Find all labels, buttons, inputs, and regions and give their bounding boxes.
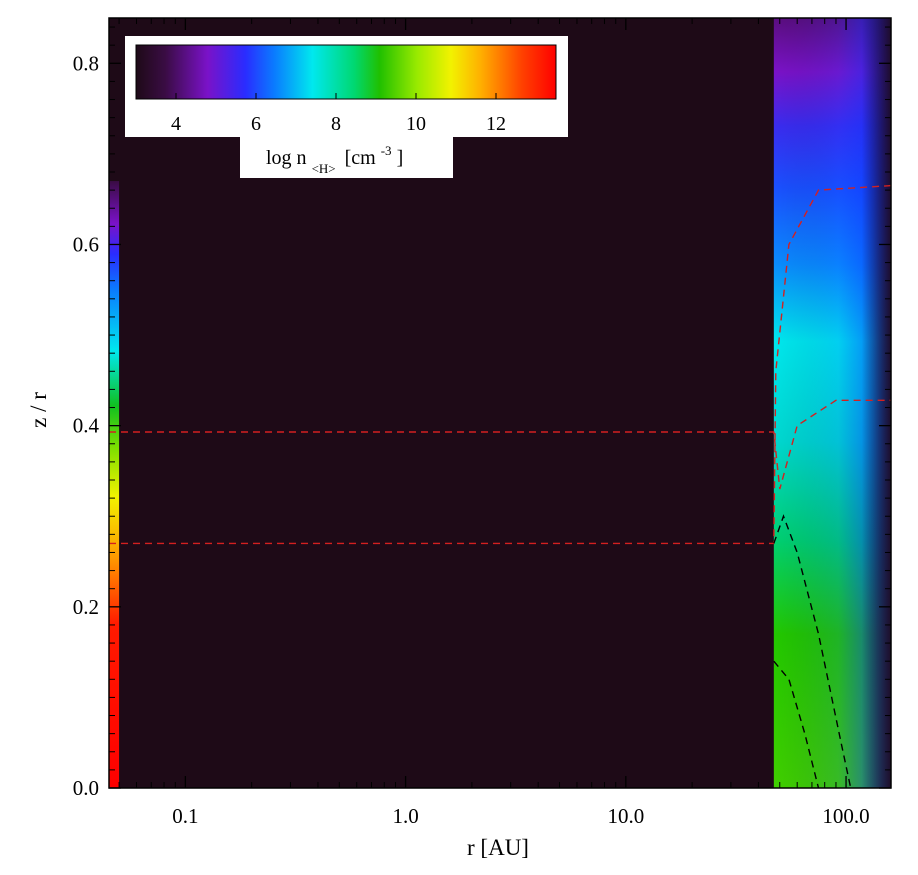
colorbar: 4 6 8 10 12 log n <H> [cm -3 ] bbox=[125, 36, 568, 178]
x-tick-label: 100.0 bbox=[822, 804, 869, 828]
contour-line-1 bbox=[109, 399, 891, 490]
colorbar-tick-label: 8 bbox=[331, 113, 341, 135]
contour-lines bbox=[109, 184, 891, 788]
y-tick-label: 0.8 bbox=[73, 51, 99, 75]
y-tick-label: 0.0 bbox=[73, 776, 99, 800]
contour-line-4 bbox=[773, 660, 820, 788]
colorbar-gradient bbox=[135, 44, 557, 100]
x-tick-label: 1.0 bbox=[392, 804, 418, 828]
colorbar-label: log n <H> [cm -3 ] bbox=[266, 138, 403, 178]
gap-region bbox=[109, 18, 891, 788]
colorbar-ticks: 4 6 8 10 12 bbox=[171, 93, 506, 135]
plot-frame bbox=[108, 17, 892, 789]
y-tick-label: 0.4 bbox=[73, 414, 100, 438]
y-tick-label: 0.6 bbox=[73, 232, 99, 256]
colorbar-tick-label: 4 bbox=[171, 113, 181, 135]
colorbar-label-close: ] bbox=[397, 147, 404, 169]
colorbar-tick-label: 12 bbox=[486, 113, 506, 135]
colorbar-label-main: log n bbox=[266, 147, 307, 169]
y-tick-label: 0.2 bbox=[73, 595, 99, 619]
x-tick-label: 0.1 bbox=[172, 804, 198, 828]
contour-line-2 bbox=[109, 184, 891, 545]
colorbar-label-superscript: -3 bbox=[381, 143, 392, 158]
colorbar-label-background bbox=[240, 132, 453, 178]
colorbar-label-subscript: <H> bbox=[312, 161, 336, 176]
x-axis-title: r [AU] bbox=[467, 835, 529, 860]
colorbar-label-unit: [cm bbox=[345, 147, 377, 169]
colorbar-tick-label: 6 bbox=[251, 113, 261, 135]
inner-disk-region bbox=[109, 181, 120, 788]
x-tick-label: 10.0 bbox=[607, 804, 644, 828]
colorbar-tick-label: 10 bbox=[406, 113, 426, 135]
y-axis-title: z / r bbox=[26, 392, 51, 428]
axis-ticks: 0.1 1.0 10.0 100.0 0.0 0.2 0.4 0.6 0.8 bbox=[73, 18, 891, 828]
contour-line-3 bbox=[773, 514, 852, 788]
